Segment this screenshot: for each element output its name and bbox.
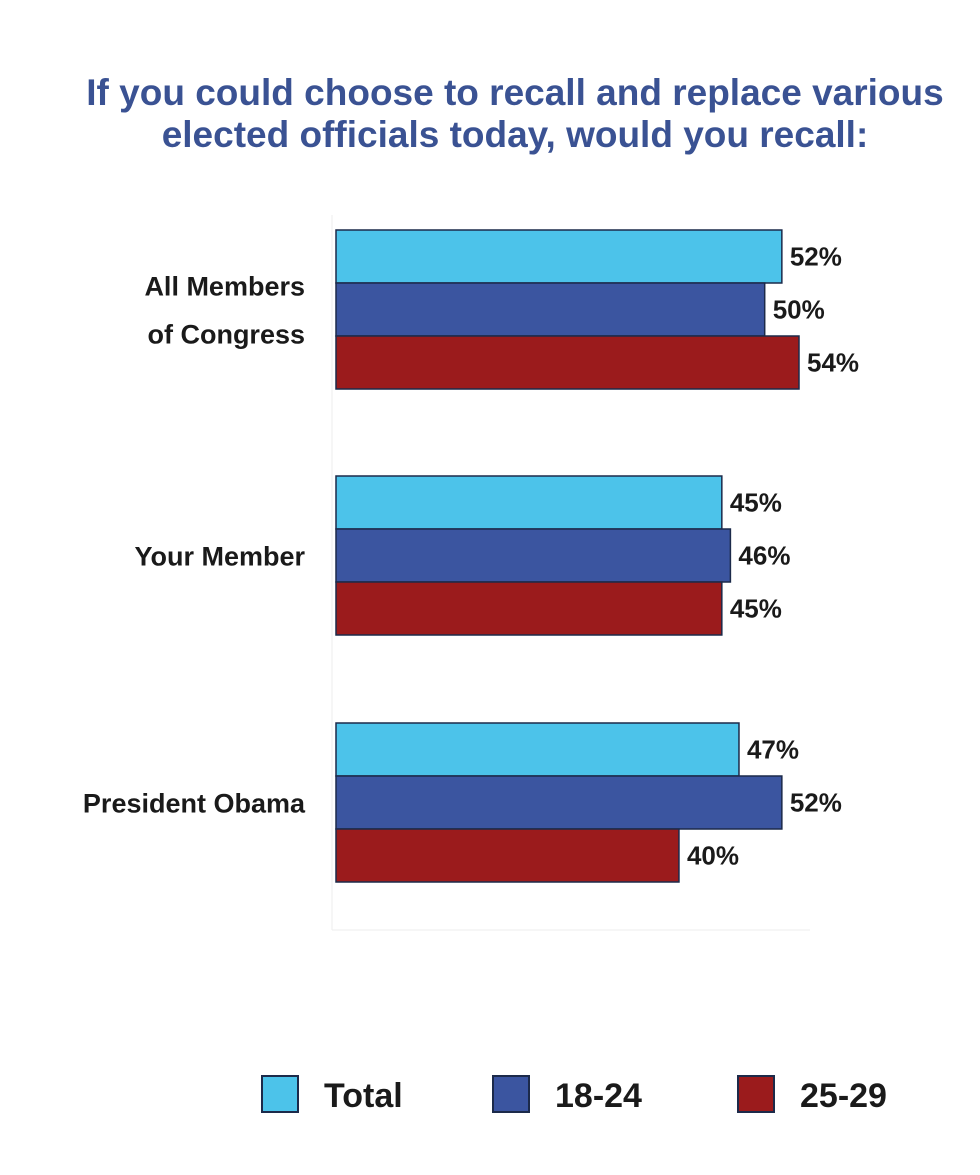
category-label: Your Member [134, 542, 305, 572]
legend-swatch-25-29 [737, 1075, 775, 1113]
chart-title-line-2: elected officials today, would you recal… [161, 114, 869, 155]
value-label: 52% [790, 788, 842, 818]
value-label: 52% [790, 242, 842, 272]
bar-total-1 [335, 475, 723, 530]
value-label: 54% [807, 348, 859, 378]
value-label: 40% [687, 841, 739, 871]
category-label: President Obama [83, 789, 306, 819]
bars-group: 52% 50% 54% 45% 46% 45% 47% 52% 40% [335, 229, 859, 883]
category-label: of Congress [147, 320, 305, 350]
value-label: 45% [730, 488, 782, 518]
chart-title: If you could choose to recall and replac… [0, 72, 980, 156]
value-label: 46% [738, 541, 790, 571]
chart-title-line-1: If you could choose to recall and replac… [86, 72, 944, 113]
bar-total-2 [335, 722, 740, 777]
bar-25-29-2 [335, 828, 680, 883]
bar-18-24-1 [335, 528, 732, 583]
category-labels: All Members of Congress Your Member Preside… [83, 272, 306, 819]
value-label: 47% [747, 735, 799, 765]
legend: Total 18-24 25-29 [261, 1075, 887, 1115]
legend-swatch-18-24 [492, 1075, 530, 1113]
value-label: 50% [773, 295, 825, 325]
plot-frame [331, 215, 810, 931]
bar-18-24-0 [335, 282, 766, 337]
value-label: 45% [730, 594, 782, 624]
category-label: All Members [144, 272, 305, 302]
legend-label: Total [324, 1077, 403, 1115]
legend-label: 18-24 [555, 1077, 642, 1115]
legend-label: 25-29 [800, 1077, 887, 1115]
bar-25-29-0 [335, 335, 800, 390]
bar-total-0 [335, 229, 783, 284]
bar-18-24-2 [335, 775, 783, 830]
legend-swatch-total [261, 1075, 299, 1113]
bar-25-29-1 [335, 581, 723, 636]
